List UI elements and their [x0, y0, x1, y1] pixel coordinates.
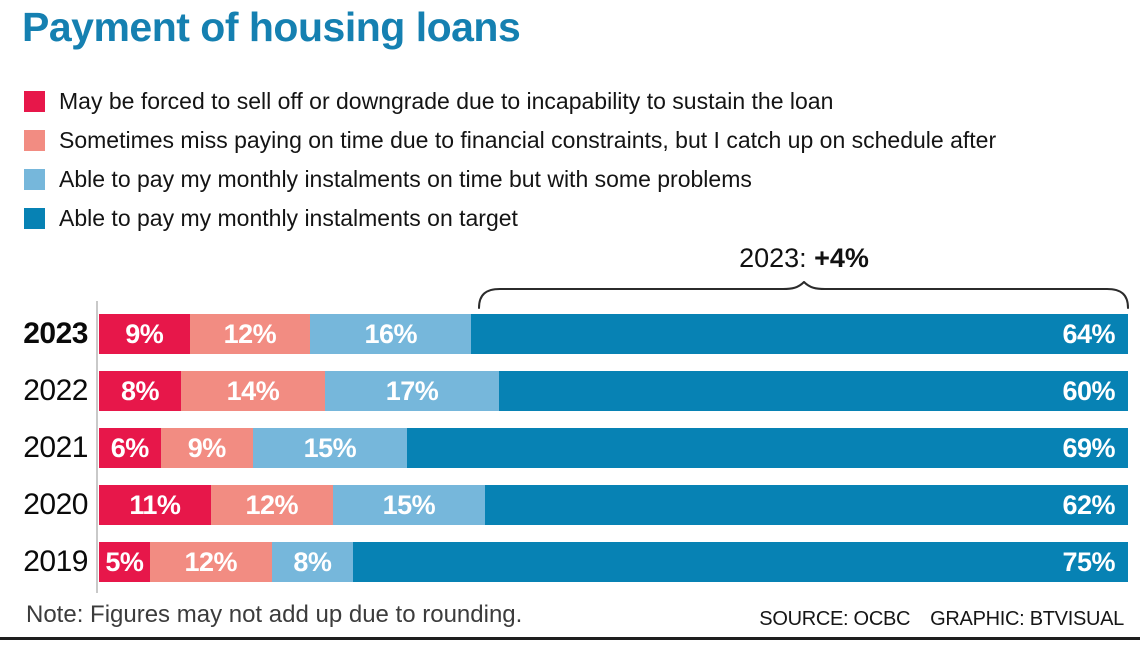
annotation-2023-change: 2023: +4% [478, 243, 1130, 274]
bar-segment: 6% [99, 428, 161, 468]
bar-row-2022: 2022 8% 14% 17% 60% [0, 371, 1128, 411]
segment-value-label: 16% [364, 318, 417, 349]
bar-segment: 12% [149, 542, 272, 582]
segment-value-label: 62% [1062, 489, 1116, 520]
credits: SOURCE: OCBC GRAPHIC: BTVISUAL [759, 608, 1124, 631]
bar-row-2021: 2021 6% 9% 15% 69% [0, 428, 1128, 468]
legend-item: May be forced to sell off or downgrade d… [24, 82, 996, 121]
segment-value-label: 11% [129, 489, 181, 520]
source-credit: SOURCE: OCBC [759, 608, 911, 630]
bar-segment: 69% [406, 428, 1128, 468]
bar-segment: 15% [252, 428, 407, 468]
bar-segment: 75% [353, 542, 1128, 582]
bar-segment: 5% [99, 542, 150, 582]
bar-segment: 15% [332, 485, 486, 525]
segment-value-label: 15% [303, 432, 357, 463]
page-title: Payment of housing loans [22, 4, 521, 50]
segment-value-label: 6% [110, 432, 150, 463]
bar-row-2023: 2023 9% 12% 16% 64% [0, 314, 1128, 354]
graphic-credit: GRAPHIC: BTVISUAL [930, 608, 1124, 630]
segment-value-label: 75% [1062, 546, 1115, 577]
bar-segment: 17% [324, 371, 500, 411]
stacked-bar: 6% 9% 15% 69% [99, 428, 1128, 468]
legend-label: Able to pay my monthly instalments on ta… [59, 205, 518, 231]
legend-swatch-icon [24, 130, 45, 151]
legend-item: Able to pay my monthly instalments on ti… [24, 160, 996, 199]
bar-row-2019: 2019 5% 12% 8% 75% [0, 542, 1128, 582]
stacked-bar: 9% 12% 16% 64% [99, 314, 1128, 354]
legend-label: Able to pay my monthly instalments on ti… [59, 166, 752, 192]
legend-item: Sometimes miss paying on time due to fin… [24, 121, 996, 160]
bar-segment: 8% [271, 542, 353, 582]
footnote: Note: Figures may not add up due to roun… [26, 601, 523, 628]
bar-segment: 16% [310, 314, 472, 354]
segment-value-label: 8% [121, 375, 160, 406]
annotation-prefix: 2023: [739, 243, 815, 273]
bar-segment: 11% [99, 485, 211, 525]
year-label: 2019 [23, 545, 88, 578]
stacked-bar: 8% 14% 17% 60% [99, 371, 1128, 411]
bar-segment: 12% [189, 314, 311, 354]
segment-value-label: 15% [382, 489, 436, 520]
stacked-bar: 11% 12% 15% 62% [99, 485, 1129, 525]
bar-segment: 60% [499, 371, 1128, 411]
segment-value-label: 12% [223, 318, 277, 349]
segment-value-label: 12% [245, 489, 298, 520]
segment-value-label: 8% [293, 546, 332, 577]
year-label: 2022 [23, 374, 88, 407]
year-label: 2023 [23, 317, 88, 350]
bar-segment: 12% [210, 485, 333, 525]
y-axis-line [96, 301, 98, 593]
segment-value-label: 64% [1062, 318, 1115, 349]
annotation-value: +4% [814, 243, 869, 273]
bar-segment: 62% [485, 485, 1129, 525]
legend-item: Able to pay my monthly instalments on ta… [24, 199, 996, 238]
segment-value-label: 17% [385, 375, 439, 406]
bar-segment: 14% [181, 371, 325, 411]
segment-value-label: 69% [1062, 432, 1115, 463]
bar-segment: 9% [160, 428, 253, 468]
segment-value-label: 9% [125, 318, 164, 349]
legend-label: Sometimes miss paying on time due to fin… [59, 127, 997, 153]
year-label: 2020 [23, 488, 88, 521]
legend-swatch-icon [24, 169, 45, 190]
segment-value-label: 12% [184, 546, 238, 577]
stacked-bar-chart: 2023 9% 12% 16% 64% 2022 8% 14% 17% 60% 2021 6% 9% 15… [0, 314, 1129, 599]
segment-value-label: 60% [1062, 375, 1115, 406]
segment-value-label: 5% [105, 546, 144, 577]
stacked-bar: 5% 12% 8% 75% [99, 542, 1128, 582]
year-label: 2021 [23, 431, 88, 464]
bottom-divider [0, 637, 1140, 640]
bracket-brace [478, 281, 1129, 309]
bar-segment: 64% [471, 314, 1128, 354]
segment-value-label: 9% [187, 432, 227, 463]
segment-value-label: 14% [226, 375, 280, 406]
legend-swatch-icon [24, 208, 45, 229]
legend-label: May be forced to sell off or downgrade d… [59, 88, 834, 114]
bar-row-2020: 2020 11% 12% 15% 62% [0, 485, 1129, 525]
chart-legend: May be forced to sell off or downgrade d… [24, 82, 996, 238]
legend-swatch-icon [24, 91, 45, 112]
bar-segment: 8% [99, 371, 182, 411]
bar-segment: 9% [99, 314, 190, 354]
